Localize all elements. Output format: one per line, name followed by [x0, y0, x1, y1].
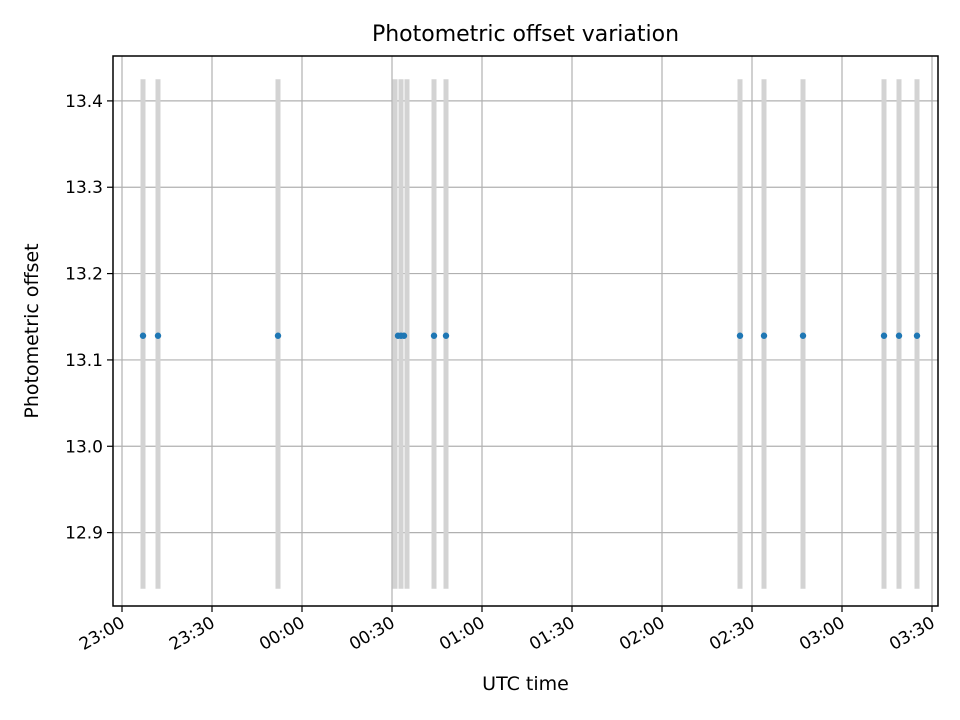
- x-tick-label: 03:30: [886, 613, 938, 655]
- data-point: [913, 332, 921, 339]
- data-point: [442, 332, 450, 339]
- y-tick-label: 12.9: [65, 524, 103, 544]
- data-point: [154, 332, 162, 339]
- data-point: [274, 332, 282, 339]
- data-point: [430, 332, 438, 339]
- y-tick-label: 13.3: [65, 178, 103, 198]
- x-tick-label: 03:00: [796, 613, 848, 655]
- x-tick-label: 02:30: [706, 613, 758, 655]
- data-point: [400, 332, 408, 339]
- data-point: [880, 332, 888, 339]
- y-tick-label: 13.1: [65, 351, 103, 371]
- y-tick-label: 13.2: [65, 265, 103, 285]
- plot-frame: [112, 55, 939, 607]
- x-tick-label: 23:30: [166, 613, 218, 655]
- y-tick-label: 13.4: [65, 92, 103, 112]
- data-point: [760, 332, 768, 339]
- x-tick-label: 02:00: [616, 613, 668, 655]
- x-tick-label: 23:00: [76, 613, 128, 655]
- data-point: [895, 332, 903, 339]
- x-tick-label: 01:30: [526, 613, 578, 655]
- x-tick-label: 00:00: [256, 613, 308, 655]
- y-tick-label: 13.0: [65, 437, 103, 457]
- x-tick-label: 00:30: [346, 613, 398, 655]
- data-point: [799, 332, 807, 339]
- y-axis-label: Photometric offset: [21, 243, 43, 419]
- x-tick-label: 01:00: [436, 613, 488, 655]
- x-axis-label: UTC time: [482, 673, 569, 695]
- data-point: [139, 332, 147, 339]
- data-point: [736, 332, 744, 339]
- chart-title: Photometric offset variation: [371, 22, 680, 47]
